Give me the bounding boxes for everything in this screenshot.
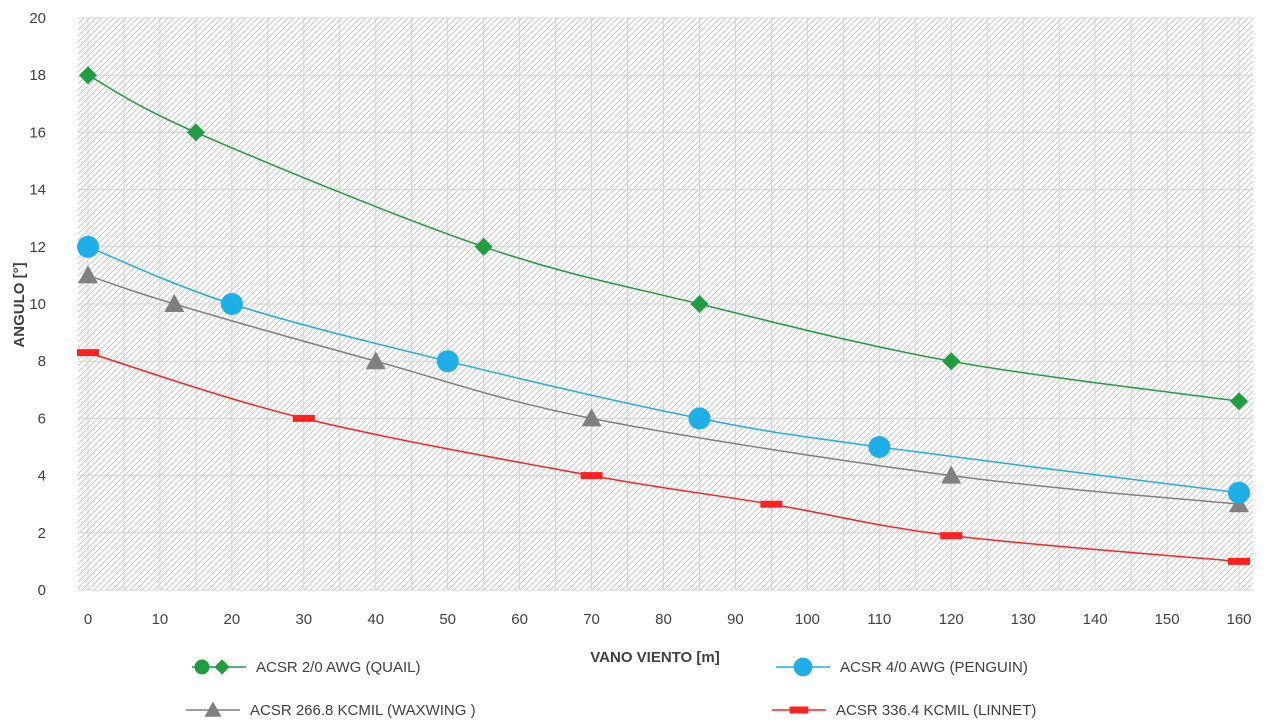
y-tick-label: 4 <box>38 468 46 485</box>
y-tick-label: 6 <box>38 410 46 427</box>
x-tick-label: 90 <box>727 611 744 628</box>
data-point-circle <box>220 293 243 315</box>
y-tick-label: 12 <box>29 239 46 256</box>
y-tick-label: 0 <box>38 582 46 599</box>
y-tick-label: 20 <box>29 10 46 27</box>
data-point-circle <box>868 436 891 458</box>
y-tick-label: 2 <box>38 525 46 542</box>
x-tick-label: 20 <box>224 611 241 628</box>
x-tick-label: 60 <box>511 611 528 628</box>
x-tick-label: 10 <box>152 611 169 628</box>
series-2 <box>77 235 1250 504</box>
data-point-dash <box>760 500 783 508</box>
y-axis-ticks: 0 2 4 6 8 10 12 14 16 18 20 <box>29 10 46 599</box>
data-point-triangle <box>581 408 602 427</box>
data-point-triangle <box>78 265 98 284</box>
data-point-circle <box>77 235 99 258</box>
legend-item-1: ACSR 2/0 AWG (QUAIL) <box>192 659 420 676</box>
legend-item-2: ACSR 4/0 AWG (PENGUIN) <box>776 657 1028 677</box>
x-tick-label: 50 <box>439 611 456 628</box>
legend-item-3: ACSR 266.8 KCMIL (WAXWING ) <box>186 701 476 719</box>
data-point-triangle <box>365 351 386 370</box>
y-tick-label: 16 <box>29 124 46 141</box>
x-tick-label: 140 <box>1083 611 1108 628</box>
legend-marker <box>194 659 210 675</box>
x-tick-label: 100 <box>795 611 820 628</box>
legend-label: ACSR 4/0 AWG (PENGUIN) <box>840 659 1028 676</box>
legend-label: ACSR 336.4 KCMIL (LINNET) <box>836 702 1036 719</box>
y-axis-title: ANGULO [°] <box>11 262 28 347</box>
x-tick-label: 160 <box>1226 611 1251 628</box>
data-point-dash <box>1228 557 1250 565</box>
data-point-dash <box>77 349 99 357</box>
x-tick-label: 120 <box>939 611 964 628</box>
data-point-triangle <box>164 294 185 312</box>
gridlines <box>78 17 1253 591</box>
legend-label: ACSR 2/0 AWG (QUAIL) <box>256 659 420 676</box>
x-tick-label: 150 <box>1155 611 1180 628</box>
legend-marker <box>204 701 222 717</box>
y-tick-label: 8 <box>38 353 46 370</box>
series-4 <box>77 349 1250 565</box>
x-tick-label: 110 <box>867 611 891 628</box>
legend-marker <box>789 706 809 714</box>
series-line <box>87 274 1240 505</box>
data-point-circle <box>688 407 711 430</box>
data-point-circle <box>1228 481 1250 504</box>
data-point-diamond <box>186 123 205 142</box>
legend-item-4: ACSR 336.4 KCMIL (LINNET) <box>772 702 1036 719</box>
x-tick-label: 30 <box>295 611 312 628</box>
y-tick-label: 10 <box>29 296 46 313</box>
data-point-circle <box>436 350 459 373</box>
series-layer <box>77 66 1250 565</box>
data-point-diamond <box>1230 392 1248 411</box>
data-point-diamond <box>690 295 709 313</box>
data-point-diamond <box>942 352 961 371</box>
x-tick-label: 70 <box>583 611 600 628</box>
data-point-triangle <box>941 465 962 484</box>
legend-marker <box>793 657 813 677</box>
y-tick-label: 14 <box>29 182 46 199</box>
legend-label: ACSR 266.8 KCMIL (WAXWING ) <box>250 702 476 719</box>
x-tick-label: 80 <box>655 611 672 628</box>
data-point-dash <box>580 472 603 480</box>
data-point-diamond <box>474 237 493 256</box>
x-tick-label: 130 <box>1011 611 1036 628</box>
x-tick-label: 40 <box>367 611 384 628</box>
x-tick-label: 0 <box>84 611 92 628</box>
data-point-diamond <box>79 66 97 85</box>
legend: ACSR 2/0 AWG (QUAIL) ACSR 4/0 AWG (PENGUI… <box>186 657 1036 719</box>
data-point-dash <box>292 414 315 422</box>
data-point-dash <box>940 532 963 540</box>
x-axis-ticks: 0 10 20 30 40 50 60 70 80 90 100 110 120 130 140 150 160 <box>84 611 1252 628</box>
series-1 <box>79 66 1248 411</box>
x-axis-title: VANO VIENTO [m] <box>590 649 719 666</box>
series-line <box>87 351 1240 563</box>
y-tick-label: 18 <box>29 67 46 84</box>
legend-marker <box>214 659 230 675</box>
